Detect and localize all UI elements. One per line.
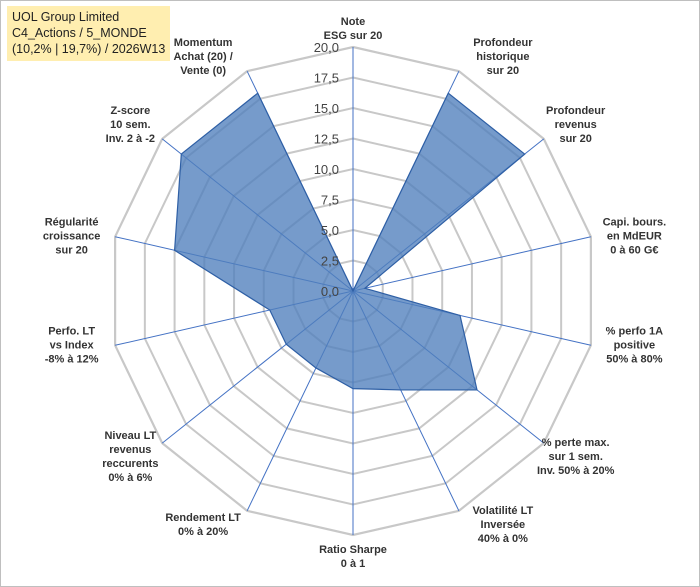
axis-label: % perte max. sur 1 sem. Inv. 50% à 20% — [537, 437, 615, 477]
axis-label: Perfo. LT vs Index -8% à 12% — [45, 325, 99, 365]
tick-label: 0,0 — [321, 284, 339, 299]
axis-label: Z-score 10 sem. Inv. 2 à -2 — [106, 105, 155, 145]
axis-label: Capi. bours. en MdEUR 0 à 60 G€ — [603, 217, 667, 257]
axis-label: % perfo 1A positive 50% à 80% — [606, 325, 664, 365]
axis-spoke — [352, 236, 591, 292]
tick-label: 12,5 — [314, 132, 339, 147]
tick-label: 2,5 — [321, 254, 339, 269]
tick-label: 20,0 — [314, 40, 339, 55]
axis-label: Régularité croissance sur 20 — [43, 217, 100, 257]
axis-label: Profondeur revenus sur 20 — [546, 105, 606, 145]
axis-label: Note ESG sur 20 — [324, 16, 383, 42]
chart-title-box: UOL Group Limited C4_Actions / 5_MONDE (… — [7, 6, 171, 61]
tick-label: 17,5 — [314, 71, 339, 86]
series-area — [173, 92, 526, 391]
tick-label: 7,5 — [321, 193, 339, 208]
chart-subtitle: C4_Actions / 5_MONDE — [12, 26, 147, 40]
axis-label: Volatilité LT Inversée 40% à 0% — [473, 505, 534, 545]
chart-title: UOL Group Limited — [12, 10, 120, 24]
radar-axis-labels: Note ESG sur 20 Profondeur historique sur 20… — [43, 16, 666, 570]
tick-label: 5,0 — [321, 223, 339, 238]
axis-label: Rendement LT 0% à 20% — [165, 512, 241, 538]
radar-series — [173, 92, 526, 391]
axis-label: Ratio Sharpe 0 à 1 — [319, 544, 387, 570]
chart-subtitle-2: (10,2% | 19,7%) / 2026W13 — [12, 42, 166, 56]
axis-label: Niveau LT revenus reccurents 0% à 6% — [102, 430, 158, 484]
tick-label: 15,0 — [314, 101, 339, 116]
axis-label: Profondeur historique sur 20 — [473, 37, 533, 77]
axis-label: Momentum Achat (20) / Vente (0) — [173, 37, 232, 77]
radar-tick-labels: 0,0 2,5 5,0 7,5 10,0 12,5 15,0 17,5 20,0 — [314, 40, 339, 299]
tick-label: 10,0 — [314, 162, 339, 177]
